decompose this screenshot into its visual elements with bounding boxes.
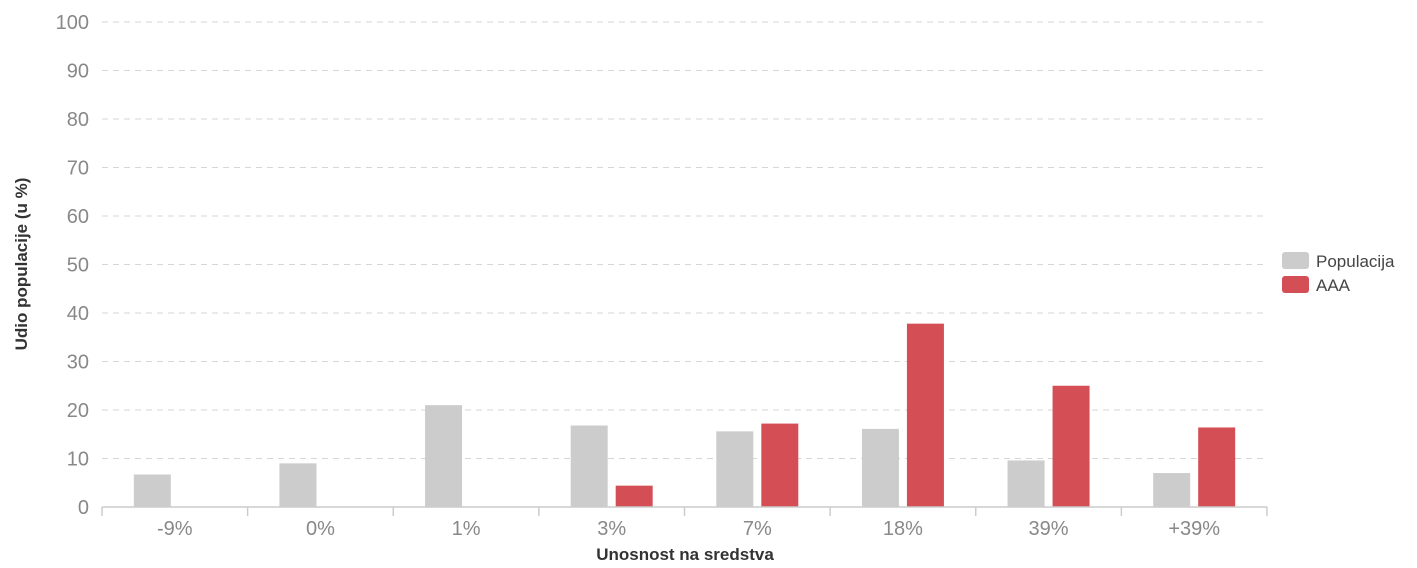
y-tick-label: 100 (56, 12, 89, 34)
y-tick-label: 30 (67, 352, 89, 374)
x-tick-label: 18% (883, 518, 923, 540)
y-axis-ticks: 0 10 20 30 40 50 60 70 80 90 100 (56, 12, 89, 519)
bar-populacija-5 (861, 428, 899, 507)
x-axis: -9% 0% 1% 3% 7% 18% 39% +39% (101, 506, 1268, 540)
bar-aaa-5 (906, 323, 944, 507)
bar-aaa-6 (1052, 385, 1090, 507)
bar-populacija-7 (1153, 473, 1191, 507)
bars (133, 323, 1236, 507)
bar-populacija-4 (716, 431, 754, 507)
legend-swatch-populacija (1282, 252, 1309, 269)
y-tick-label: 20 (67, 400, 89, 422)
y-tick-label: 70 (67, 158, 89, 180)
bar-populacija-0 (133, 474, 171, 507)
y-tick-label: 90 (67, 61, 89, 83)
bar-aaa-3 (615, 485, 653, 507)
legend-label-populacija: Populacija (1316, 252, 1395, 271)
x-tick-label: -9% (157, 518, 193, 540)
x-tick-label: 0% (306, 518, 335, 540)
y-tick-label: 10 (67, 449, 89, 471)
bar-populacija-6 (1007, 460, 1045, 507)
bar-aaa-4 (761, 423, 799, 507)
x-tick-label: 3% (597, 518, 626, 540)
bar-aaa-7 (1198, 427, 1236, 507)
y-tick-label: 50 (67, 255, 89, 277)
y-tick-label: 80 (67, 109, 89, 131)
legend-label-aaa: AAA (1316, 276, 1351, 295)
bar-populacija-3 (570, 425, 608, 507)
bar-populacija-1 (279, 463, 317, 507)
bar-populacija-2 (425, 405, 463, 507)
y-tick-label: 60 (67, 206, 89, 228)
x-tick-label: 1% (452, 518, 481, 540)
x-tick-label: 39% (1029, 518, 1069, 540)
y-axis-title: Udio populacije (u %) (12, 178, 31, 351)
y-tick-label: 40 (67, 303, 89, 325)
x-axis-title: Unosnost na sredstva (596, 545, 774, 564)
y-tick-label: 0 (78, 497, 89, 519)
legend: Populacija AAA (1282, 252, 1395, 295)
x-tick-label: 7% (743, 518, 772, 540)
legend-swatch-aaa (1282, 276, 1309, 293)
gridlines (102, 21, 1267, 459)
x-tick-label: +39% (1168, 518, 1220, 540)
